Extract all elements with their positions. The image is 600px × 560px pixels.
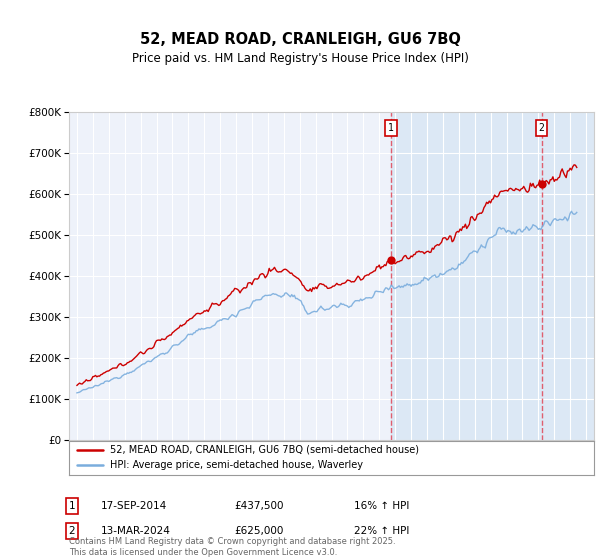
Text: Price paid vs. HM Land Registry's House Price Index (HPI): Price paid vs. HM Land Registry's House …: [131, 52, 469, 66]
Text: 22% ↑ HPI: 22% ↑ HPI: [354, 526, 409, 536]
Text: 2: 2: [68, 526, 76, 536]
Text: 17-SEP-2014: 17-SEP-2014: [101, 501, 167, 511]
Text: 1: 1: [388, 123, 394, 133]
Bar: [542, 112, 594, 440]
Text: £437,500: £437,500: [234, 501, 284, 511]
Text: 52, MEAD ROAD, CRANLEIGH, GU6 7BQ: 52, MEAD ROAD, CRANLEIGH, GU6 7BQ: [140, 32, 460, 46]
Text: HPI: Average price, semi-detached house, Waverley: HPI: Average price, semi-detached house,…: [110, 460, 363, 470]
Text: 2: 2: [539, 123, 544, 133]
Text: Contains HM Land Registry data © Crown copyright and database right 2025.
This d: Contains HM Land Registry data © Crown c…: [69, 537, 395, 557]
Text: 1: 1: [68, 501, 76, 511]
Text: 52, MEAD ROAD, CRANLEIGH, GU6 7BQ (semi-detached house): 52, MEAD ROAD, CRANLEIGH, GU6 7BQ (semi-…: [110, 445, 419, 455]
Text: £625,000: £625,000: [234, 526, 283, 536]
Text: 13-MAR-2024: 13-MAR-2024: [101, 526, 170, 536]
Text: 16% ↑ HPI: 16% ↑ HPI: [354, 501, 409, 511]
Bar: [391, 112, 542, 440]
